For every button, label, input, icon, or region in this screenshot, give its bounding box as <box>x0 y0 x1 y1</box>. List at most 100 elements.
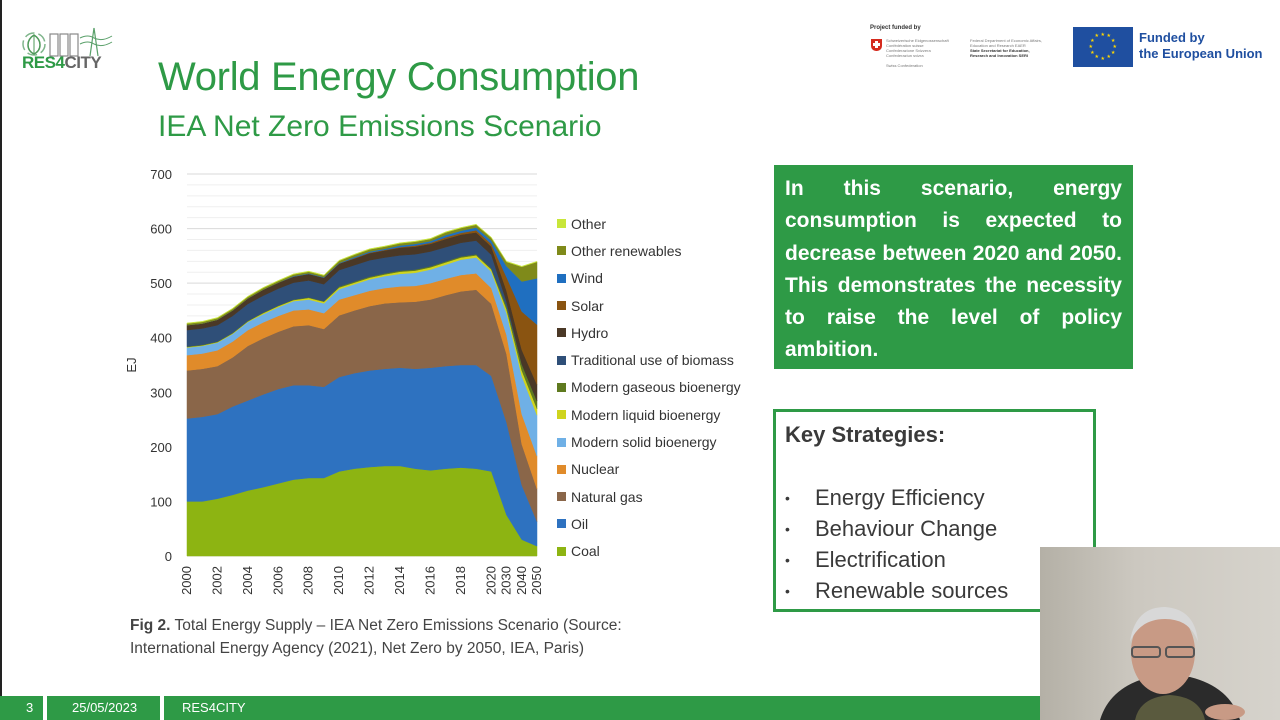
x-tick-label: 2020 <box>483 566 498 595</box>
y-tick-label: 700 <box>150 167 172 182</box>
swiss-funding-logo: Project funded by Schweizerische Eidgeno… <box>870 25 1060 75</box>
strategy-item: • Electrification <box>785 546 946 572</box>
legend-item: Modern solid bioenergy <box>557 428 741 455</box>
legend-label: Nuclear <box>571 461 620 478</box>
swiss-col2: Federal Department of Economic Affairs, E… <box>970 38 1055 58</box>
swiss-text-line: Confederaziun svizra <box>886 53 924 58</box>
x-tick-label: 2004 <box>240 566 255 595</box>
key-strategies-title: Key Strategies: <box>785 422 946 447</box>
res4city-logo-text: RES4CITY <box>22 53 102 72</box>
eu-star-icon: ★ <box>1094 53 1099 60</box>
legend-label: Modern solid bioenergy <box>571 434 717 451</box>
eu-star-icon: ★ <box>1106 53 1111 60</box>
eu-star-icon: ★ <box>1112 43 1117 50</box>
y-tick-label: 300 <box>150 385 172 400</box>
energy-supply-chart: 0 100 200 300 400 500 600 700 EJ 2000 2002 2004 2006… <box>110 160 770 610</box>
legend-item: Wind <box>557 265 741 292</box>
legend-item: Coal <box>557 538 741 565</box>
y-tick-label: 500 <box>150 276 172 291</box>
legend-label: Other renewables <box>571 242 682 259</box>
legend-swatch <box>557 273 566 283</box>
swiss-col1: Schweizerische Eidgenossenschaft Confédér… <box>886 38 971 68</box>
eu-funding-text: Funded by the European Union <box>1139 30 1263 61</box>
eu-star-icon: ★ <box>1106 33 1111 40</box>
x-tick-label: 2040 <box>514 566 529 595</box>
legend-item: Nuclear <box>557 456 741 483</box>
eu-star-icon: ★ <box>1110 49 1116 56</box>
x-tick-label: 2016 <box>422 566 437 595</box>
footer-divider <box>43 696 47 720</box>
swiss-text-line: State Secretariat for Education, <box>970 48 1030 53</box>
legend-swatch <box>557 519 566 529</box>
legend-item: Other <box>557 210 741 237</box>
presenter-video-icon <box>1100 607 1245 720</box>
legend-item: Modern gaseous bioenergy <box>557 374 741 401</box>
legend-swatch <box>557 464 566 474</box>
y-tick-label: 400 <box>150 331 172 346</box>
legend-label: Modern gaseous bioenergy <box>571 379 741 396</box>
legend-swatch <box>557 437 566 447</box>
eu-star-icon: ★ <box>1090 37 1095 44</box>
legend-label: Coal <box>571 543 600 560</box>
footer-divider <box>160 696 164 720</box>
legend-label: Solar <box>571 297 604 314</box>
eu-star-icon: ★ <box>1088 43 1093 50</box>
eu-star-icon: ★ <box>1090 49 1095 56</box>
eu-star-icon: ★ <box>1110 37 1116 44</box>
strategy-item: • Renewable sources <box>785 577 1009 603</box>
legend-item: Hydro <box>557 319 741 346</box>
swiss-text-line: Education and Research EAER <box>970 43 1026 48</box>
slide-date: 25/05/2023 <box>72 700 138 715</box>
strategies-list: • Energy Efficiency • Behaviour Change • El… <box>785 482 1008 606</box>
legend-item: Solar <box>557 292 741 319</box>
eu-flag-icon: ★ ★ ★ ★ ★ ★ ★ ★ ★ ★ ★ ★ <box>1073 27 1133 67</box>
summary-text: In this scenario, energy consumption is … <box>785 177 1122 362</box>
legend-swatch <box>557 492 566 502</box>
swiss-text-line: Confederazione Svizzera <box>886 48 931 53</box>
y-tick-label: 0 <box>165 549 172 564</box>
legend-swatch <box>557 301 566 311</box>
eu-star-icon: ★ <box>1100 31 1105 38</box>
legend-label: Wind <box>571 270 603 287</box>
stacked-area-chart: 0 100 200 300 400 500 600 700 EJ 2000 2002 2004 2006… <box>124 167 544 595</box>
legend-label: Traditional use of biomass <box>571 352 734 369</box>
y-tick-label: 100 <box>150 494 172 509</box>
swiss-text-line: Research and Innovation SERI <box>970 53 1029 58</box>
x-tick-label: 2000 <box>179 566 194 595</box>
eu-star-icon: ★ <box>1094 33 1099 40</box>
swiss-text-line: Federal Department of Economic Affairs, <box>970 38 1042 43</box>
legend-item: Traditional use of biomass <box>557 346 741 373</box>
res4city-logo-icon <box>22 27 113 57</box>
swiss-funding-heading: Project funded by <box>870 25 921 31</box>
x-tick-label: 2002 <box>209 566 224 595</box>
legend-label: Other <box>571 215 607 232</box>
legend-item: Natural gas <box>557 483 741 510</box>
figure-caption: Fig 2. Total Energy Supply – IEA Net Zer… <box>130 617 622 657</box>
summary-box: In this scenario, energy consumption is … <box>774 165 1133 369</box>
legend-item: Oil <box>557 510 741 537</box>
swiss-text-line: Confédération suisse <box>886 43 924 48</box>
legend-item: Modern liquid bioenergy <box>557 401 741 428</box>
x-tick-label: 2050 <box>529 566 544 595</box>
x-tick-label: 2006 <box>270 566 285 595</box>
legend-swatch <box>557 355 566 365</box>
key-strategies-box: Key Strategies: • Energy Efficiency • Beha… <box>773 409 1096 612</box>
presenter-webcam <box>1040 547 1280 720</box>
page-title: World Energy Consumption <box>158 55 640 99</box>
legend-swatch <box>557 546 566 556</box>
x-tick-label: 2018 <box>453 566 468 595</box>
legend-swatch <box>557 328 566 338</box>
x-tick-label: 2012 <box>362 566 377 595</box>
legend-swatch <box>557 382 566 392</box>
legend-item: Other renewables <box>557 237 741 264</box>
x-tick-label: 2008 <box>301 566 316 595</box>
y-tick-label: 600 <box>150 222 172 237</box>
legend-swatch <box>557 246 566 256</box>
legend-label: Hydro <box>571 324 609 341</box>
y-axis-label: EJ <box>124 357 139 372</box>
legend-swatch <box>557 219 566 229</box>
strategy-item: • Behaviour Change <box>785 515 998 541</box>
swiss-text-line: Swiss Confederation <box>886 63 923 68</box>
slide-left-border <box>0 0 2 696</box>
strategy-item: • Energy Efficiency <box>785 484 985 510</box>
